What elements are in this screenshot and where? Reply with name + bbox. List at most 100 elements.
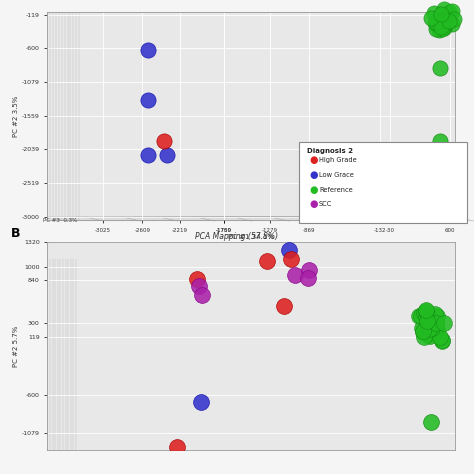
- Point: [417, 312, 425, 319]
- Point: [438, 20, 446, 28]
- Point: [437, 333, 444, 341]
- Point: [427, 419, 435, 426]
- Point: [422, 312, 430, 320]
- Point: [285, 246, 292, 254]
- Y-axis label: PC #2 5.7%: PC #2 5.7%: [13, 325, 19, 367]
- Point: [419, 324, 426, 332]
- Point: [426, 314, 433, 321]
- Point: [433, 312, 441, 319]
- Text: ●: ●: [310, 170, 318, 180]
- Point: [432, 319, 439, 327]
- Point: [428, 324, 436, 332]
- Point: [440, 319, 447, 327]
- Point: [443, 15, 450, 22]
- Point: [426, 321, 434, 329]
- Text: SCC: SCC: [319, 201, 332, 207]
- Point: [432, 25, 440, 33]
- Point: [436, 137, 444, 145]
- Point: [144, 46, 152, 54]
- Text: Reference: Reference: [319, 187, 353, 192]
- Point: [433, 320, 440, 328]
- Point: [440, 15, 448, 23]
- Point: [437, 12, 444, 20]
- Point: [438, 25, 446, 32]
- Text: Diagnosis 2: Diagnosis 2: [307, 148, 353, 155]
- Point: [419, 328, 427, 336]
- Point: [173, 443, 181, 451]
- Point: [440, 20, 447, 27]
- Text: Low Grace: Low Grace: [319, 172, 354, 178]
- Point: [445, 8, 453, 15]
- Point: [428, 327, 435, 335]
- Point: [425, 321, 433, 328]
- Point: [438, 24, 445, 31]
- Point: [440, 22, 447, 30]
- Point: [420, 334, 428, 341]
- Point: [442, 14, 450, 21]
- Point: [445, 17, 453, 25]
- Polygon shape: [47, 217, 474, 221]
- Point: [423, 314, 431, 321]
- Point: [432, 19, 439, 27]
- Point: [428, 14, 435, 22]
- Point: [438, 10, 445, 18]
- Point: [430, 9, 438, 17]
- Text: High Grade: High Grade: [319, 157, 357, 163]
- X-axis label: PC #1 34.1%: PC #1 34.1%: [228, 235, 274, 240]
- Point: [449, 20, 456, 27]
- Text: ●: ●: [310, 199, 318, 210]
- Point: [440, 5, 448, 13]
- Point: [438, 16, 445, 24]
- Point: [422, 306, 429, 314]
- Point: [144, 97, 152, 104]
- Point: [440, 25, 447, 32]
- Point: [427, 315, 434, 323]
- Point: [432, 18, 440, 26]
- Point: [415, 312, 422, 319]
- Text: B: B: [11, 227, 20, 240]
- Point: [423, 322, 430, 330]
- Y-axis label: PC #2 3.5%: PC #2 3.5%: [13, 95, 19, 137]
- Point: [430, 327, 438, 334]
- Point: [427, 332, 434, 340]
- Text: PCA Mapping (57.8%): PCA Mapping (57.8%): [195, 232, 279, 240]
- Point: [439, 17, 447, 25]
- Point: [438, 11, 445, 19]
- Text: PC #3  0.3%: PC #3 0.3%: [43, 219, 77, 223]
- Point: [198, 292, 206, 299]
- Point: [425, 332, 432, 339]
- Point: [144, 151, 152, 159]
- Point: [195, 283, 203, 290]
- Point: [263, 257, 271, 264]
- Point: [291, 272, 298, 279]
- Point: [448, 7, 456, 15]
- Point: [281, 302, 288, 310]
- Point: [423, 317, 430, 324]
- Point: [427, 322, 435, 329]
- Point: [426, 325, 433, 332]
- Text: ●: ●: [310, 155, 318, 165]
- Point: [424, 324, 431, 332]
- Point: [441, 15, 449, 23]
- Point: [422, 307, 429, 315]
- Point: [424, 313, 432, 320]
- Point: [164, 151, 171, 159]
- Point: [436, 27, 443, 34]
- Point: [419, 328, 427, 335]
- Point: [306, 266, 313, 273]
- Point: [304, 274, 311, 282]
- Point: [193, 275, 201, 283]
- Text: ●: ●: [310, 184, 318, 195]
- Point: [420, 309, 428, 317]
- Point: [197, 398, 205, 406]
- Point: [438, 337, 446, 345]
- Point: [450, 15, 458, 23]
- Point: [433, 326, 440, 334]
- Point: [436, 193, 444, 201]
- Point: [443, 18, 450, 26]
- Point: [436, 64, 444, 72]
- Point: [161, 137, 168, 145]
- Point: [439, 18, 447, 25]
- Point: [287, 255, 295, 263]
- Point: [431, 310, 438, 318]
